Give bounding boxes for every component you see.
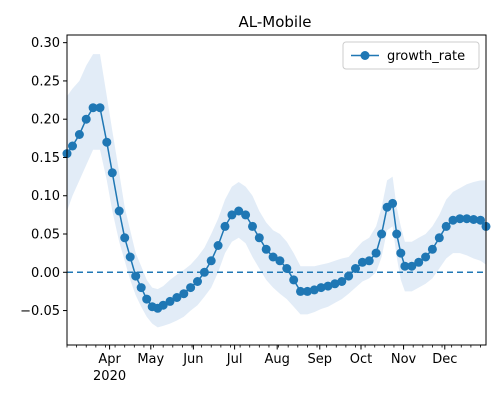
data-point [136, 283, 146, 293]
data-point [455, 214, 465, 224]
data-point [165, 296, 175, 306]
data-point [186, 283, 196, 293]
data-point [392, 229, 402, 239]
data-point [275, 256, 285, 266]
x-tick-label: Jul [226, 352, 243, 367]
data-point [414, 257, 424, 267]
data-point [396, 248, 406, 258]
plot-area: 0.30 0.25 0.20 0.15 0.10 0.05 0.00 −0.05 Apr May J… [20, 34, 491, 384]
x-year-label: 2020 [93, 369, 126, 384]
data-point [296, 286, 305, 296]
data-point [289, 275, 299, 285]
x-tick-label: May [137, 352, 164, 367]
data-point [434, 233, 444, 243]
data-point [241, 210, 251, 220]
data-point [74, 130, 84, 139]
data-point [179, 289, 189, 299]
y-tick-label: −0.05 [20, 304, 60, 319]
data-point [282, 264, 292, 273]
y-tick-label: 0.10 [31, 189, 60, 204]
legend: growth_rate [342, 41, 480, 70]
chart-title: AL-Mobile [239, 13, 312, 31]
legend-marker-swatch [360, 51, 370, 60]
data-point [268, 252, 278, 262]
axes-frame [66, 34, 487, 346]
data-point [330, 279, 340, 289]
data-point [120, 233, 130, 243]
data-point [357, 257, 367, 267]
confidence-band [67, 54, 486, 328]
data-point [68, 141, 77, 151]
data-point [254, 233, 264, 243]
data-point [248, 221, 257, 231]
data-point [102, 137, 112, 147]
data-point [364, 256, 374, 266]
data-point [476, 215, 485, 225]
x-tick-label: Dec [432, 352, 457, 367]
y-tick-label: 0.30 [31, 36, 60, 51]
data-point [142, 294, 152, 304]
x-tick-label: Sep [308, 352, 333, 367]
data-point [206, 256, 216, 266]
data-point [351, 264, 360, 273]
data-point [114, 206, 124, 216]
data-point [427, 244, 437, 254]
data-point [213, 241, 223, 250]
data-point [88, 103, 98, 113]
data-point [107, 168, 117, 178]
data-point [125, 252, 135, 262]
data-point [377, 229, 387, 239]
series-markers [62, 103, 491, 313]
x-tick-label: Nov [391, 352, 417, 367]
y-tick-label: 0.00 [31, 266, 60, 281]
data-point [302, 286, 312, 296]
data-point [158, 300, 168, 310]
data-point [172, 293, 182, 302]
data-point [344, 271, 354, 281]
y-tick-label: 0.20 [31, 113, 60, 128]
data-point [407, 261, 417, 271]
y-tick-label: 0.15 [31, 151, 60, 166]
data-point [199, 267, 209, 277]
y-tick-label: 0.25 [31, 74, 60, 89]
data-point [234, 206, 244, 216]
data-point [462, 214, 472, 224]
data-point [441, 221, 451, 231]
legend-entry-growth-rate: growth_rate [387, 49, 465, 64]
x-tick-label: Oct [350, 352, 372, 367]
data-point [371, 248, 381, 258]
data-point [81, 114, 91, 124]
data-point [469, 215, 479, 224]
data-point [227, 210, 237, 220]
data-point [448, 215, 458, 225]
data-point [421, 252, 431, 262]
legend-box [342, 41, 480, 70]
y-tick-label: 0.05 [31, 228, 60, 243]
data-point [323, 281, 333, 291]
data-point [388, 198, 398, 208]
data-point [220, 221, 230, 231]
x-tick-label: Aug [264, 352, 289, 367]
data-point [337, 277, 347, 286]
data-point [193, 277, 202, 286]
x-tick-label: Apr [98, 352, 121, 367]
data-point [95, 103, 105, 113]
x-tick-label: Jun [182, 352, 203, 367]
data-point [400, 261, 410, 271]
data-point [309, 285, 319, 295]
data-point [261, 244, 271, 254]
data-point [316, 283, 326, 293]
data-point [131, 271, 141, 281]
